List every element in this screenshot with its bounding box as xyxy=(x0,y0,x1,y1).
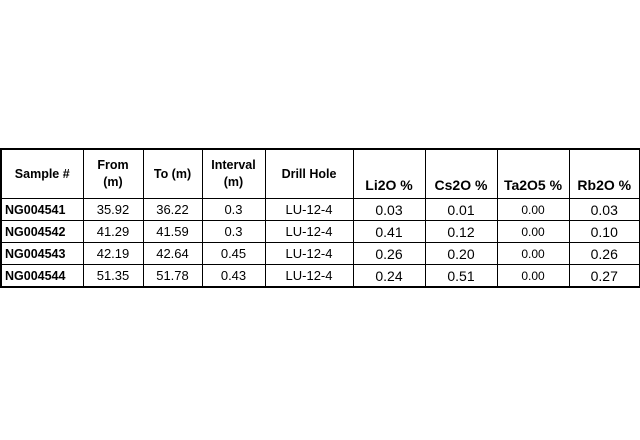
cell-cs2o: 0.20 xyxy=(424,242,498,265)
cell-rb2o: 0.10 xyxy=(568,220,640,243)
cell-ta2o5: 0.00 xyxy=(496,264,570,288)
cell-li2o: 0.24 xyxy=(352,264,426,288)
header-from: From (m) xyxy=(82,148,144,199)
cell-interval: 0.45 xyxy=(201,242,266,265)
header-from-label-line1: From xyxy=(97,158,129,172)
cell-sample: NG004541 xyxy=(0,198,84,221)
cell-ta2o5: 0.00 xyxy=(496,220,570,243)
header-li2o-label: Li2O % xyxy=(365,177,413,193)
cell-rb2o: 0.03 xyxy=(568,198,640,221)
cell-li2o: 0.41 xyxy=(352,220,426,243)
header-interval-label-line2: (m) xyxy=(223,175,244,189)
header-rb2o-label: Rb2O % xyxy=(577,177,632,193)
cell-cs2o: 0.01 xyxy=(424,198,498,221)
header-to: To (m) xyxy=(142,148,203,199)
cell-rb2o: 0.27 xyxy=(568,264,640,288)
cell-rb2o: 0.26 xyxy=(568,242,640,265)
table-row: NG004544 51.35 51.78 0.43 LU-12-4 0.24 0… xyxy=(0,264,640,288)
cell-interval: 0.3 xyxy=(201,220,266,243)
header-cs2o-label: Cs2O % xyxy=(434,177,488,193)
cell-li2o: 0.26 xyxy=(352,242,426,265)
header-drill-hole-label: Drill Hole xyxy=(281,166,337,181)
header-to-label: To (m) xyxy=(153,166,192,181)
cell-from: 35.92 xyxy=(82,198,144,221)
header-drill-hole: Drill Hole xyxy=(264,148,354,199)
header-rb2o: Rb2O % xyxy=(568,148,640,199)
cell-drill-hole: LU-12-4 xyxy=(264,242,354,265)
header-ta2o5: Ta2O5 % xyxy=(496,148,570,199)
table-row: NG004543 42.19 42.64 0.45 LU-12-4 0.26 0… xyxy=(0,242,640,265)
header-interval: Interval (m) xyxy=(201,148,266,199)
cell-from: 41.29 xyxy=(82,220,144,243)
table-row: NG004542 41.29 41.59 0.3 LU-12-4 0.41 0.… xyxy=(0,220,640,243)
table-row: NG004541 35.92 36.22 0.3 LU-12-4 0.03 0.… xyxy=(0,198,640,221)
cell-from: 42.19 xyxy=(82,242,144,265)
cell-sample: NG004543 xyxy=(0,242,84,265)
cell-to: 41.59 xyxy=(142,220,203,243)
cell-ta2o5: 0.00 xyxy=(496,198,570,221)
table-header-row: Sample # From (m) To (m) Interval (m) Dril… xyxy=(0,148,640,199)
cell-interval: 0.3 xyxy=(201,198,266,221)
header-from-label-line2: (m) xyxy=(103,175,123,189)
cell-to: 51.78 xyxy=(142,264,203,288)
cell-sample: NG004542 xyxy=(0,220,84,243)
header-sample-label: Sample # xyxy=(14,166,70,181)
cell-drill-hole: LU-12-4 xyxy=(264,198,354,221)
cell-from: 51.35 xyxy=(82,264,144,288)
cell-drill-hole: LU-12-4 xyxy=(264,220,354,243)
header-interval-label-line1: Interval xyxy=(211,158,256,172)
cell-to: 42.64 xyxy=(142,242,203,265)
assay-results-table: Sample # From (m) To (m) Interval (m) Dril… xyxy=(0,148,640,288)
assay-results-sheet: Sample # From (m) To (m) Interval (m) Dril… xyxy=(0,148,640,288)
cell-cs2o: 0.51 xyxy=(424,264,498,288)
header-cs2o: Cs2O % xyxy=(424,148,498,199)
cell-interval: 0.43 xyxy=(201,264,266,288)
cell-cs2o: 0.12 xyxy=(424,220,498,243)
header-sample: Sample # xyxy=(0,148,84,199)
cell-sample: NG004544 xyxy=(0,264,84,288)
header-li2o: Li2O % xyxy=(352,148,426,199)
cell-ta2o5: 0.00 xyxy=(496,242,570,265)
cell-to: 36.22 xyxy=(142,198,203,221)
header-ta2o5-label: Ta2O5 % xyxy=(503,177,563,193)
cell-li2o: 0.03 xyxy=(352,198,426,221)
cell-drill-hole: LU-12-4 xyxy=(264,264,354,288)
